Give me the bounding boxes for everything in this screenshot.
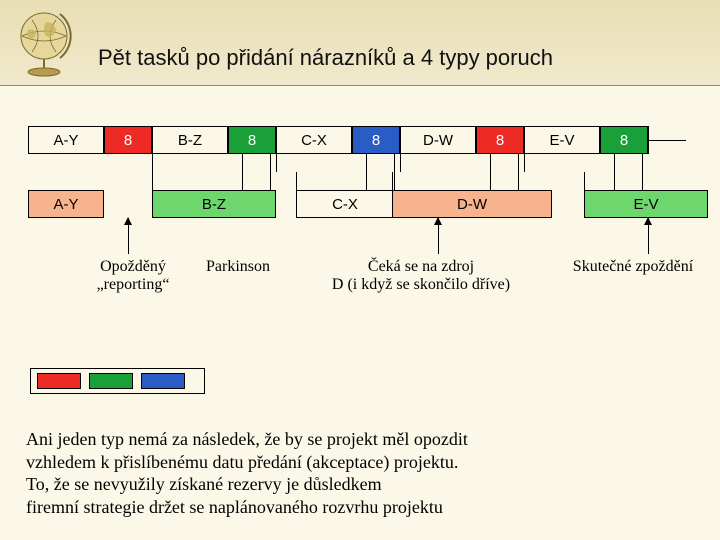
annotation: Parkinson (188, 258, 288, 276)
row2-task: B-Z (152, 190, 276, 218)
row1-buffer: 8 (476, 126, 524, 154)
bridge-v (296, 172, 297, 190)
annotation: Skutečné zpoždění (548, 258, 718, 276)
header-divider (0, 85, 720, 86)
paragraph-line: vzhledem k přislíbenému datu předání (ak… (26, 451, 686, 474)
bridge-v (392, 172, 393, 190)
row1-task: C-X (276, 126, 352, 154)
legend-chip-blue (141, 373, 185, 389)
globe-icon (10, 6, 80, 80)
bridge-v (642, 154, 643, 190)
row1-task: D-W (400, 126, 476, 154)
bridge-v (490, 154, 491, 190)
bridge-v (366, 154, 367, 190)
bridge-v (270, 154, 271, 190)
paragraph-line: To, že se nevyužily získané rezervy je d… (26, 473, 686, 496)
row1-task: B-Z (152, 126, 228, 154)
paragraph: Ani jeden typ nemá za následek, že by se… (26, 428, 686, 518)
legend-chip-green (89, 373, 133, 389)
legend-chip-red (37, 373, 81, 389)
paragraph-line: firemní strategie držet se naplánovaného… (26, 496, 686, 519)
row1-buffer: 8 (228, 126, 276, 154)
row1-task: A-Y (28, 126, 104, 154)
row1-buffer: 8 (352, 126, 400, 154)
bridge-v (394, 154, 395, 190)
row2-task: D-W (392, 190, 552, 218)
row1-task: E-V (524, 126, 600, 154)
paragraph-line: Ani jeden typ nemá za následek, že by se… (26, 428, 686, 451)
header-band (0, 0, 720, 86)
bridge-v (400, 154, 401, 172)
row2-task: A-Y (28, 190, 104, 218)
page-title: Pět tasků po přidání nárazníků a 4 typy … (98, 45, 553, 71)
row1-tail (648, 140, 686, 141)
row1-buffer: 8 (600, 126, 648, 154)
bridge-v (152, 172, 153, 190)
annotation: Čeká se na zdrojD (i když se skončilo dř… (306, 258, 536, 295)
row1-buffer: 8 (104, 126, 152, 154)
legend (30, 368, 205, 394)
bridge-v (242, 154, 243, 190)
diagram: A-Y8B-Z8C-X8D-W8E-V8A-YB-ZC-XD-WE-VOpožd… (28, 126, 698, 346)
row2-task: C-X (296, 190, 394, 218)
arrow-head-icon (644, 217, 652, 225)
bridge-v (614, 154, 615, 190)
bridge-v (518, 154, 519, 190)
bridge-v (524, 154, 525, 172)
annotation: Opožděný„reporting“ (78, 258, 188, 295)
arrow-head-icon (434, 217, 442, 225)
arrow-head-icon (124, 217, 132, 225)
bridge-v (584, 172, 585, 190)
bridge-v (152, 154, 153, 172)
bridge-v (276, 154, 277, 172)
row2-task: E-V (584, 190, 708, 218)
